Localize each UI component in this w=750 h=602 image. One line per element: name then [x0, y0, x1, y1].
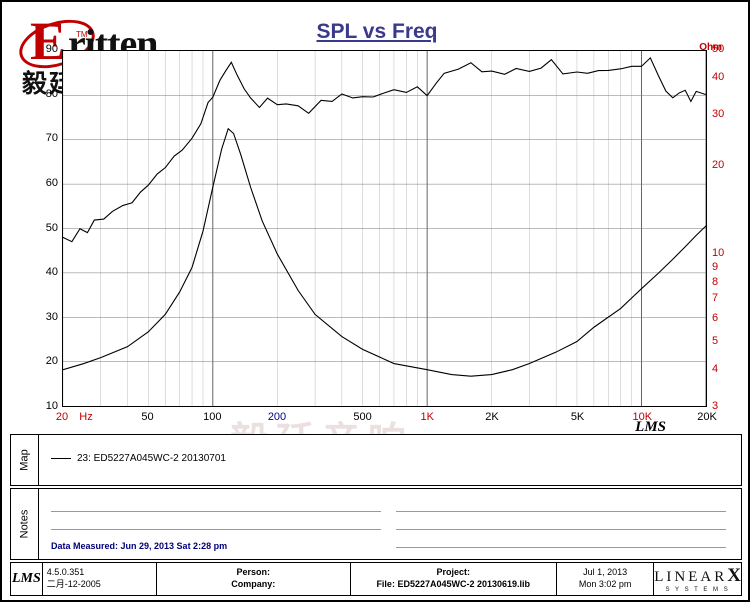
footer-person-label: Person: — [236, 567, 270, 577]
data-measured-text: Data Measured: Jun 29, 2013 Sat 2:28 pm — [51, 541, 228, 551]
page-title: SPL vs Freq — [316, 20, 438, 43]
y-axis-tick: 20 — [45, 355, 58, 368]
notes-rule-1 — [51, 511, 381, 512]
map-panel: Map 23: ED5227A045WC-2 20130701 — [10, 434, 742, 486]
footer-project-file: File: ED5227A045WC-2 20130619.lib — [376, 579, 531, 589]
chart-svg — [63, 51, 706, 406]
notes-rule-4 — [396, 529, 726, 530]
footer-person-block: Person: Company: — [157, 563, 351, 595]
x-axis-tick: 200 — [267, 411, 287, 423]
logo-trademark: TM — [76, 30, 88, 39]
footer-version: 4.5.0.351 二月-12-2005 — [43, 563, 157, 595]
y2-axis-tick: 8 — [712, 275, 719, 288]
y-axis-tick: 40 — [45, 266, 58, 279]
x-axis-tick: 5K — [570, 411, 585, 423]
footer-version-date: 二月-12-2005 — [46, 579, 101, 589]
y2-axis-tick: 20 — [712, 159, 725, 172]
notes-rule-3 — [51, 529, 381, 530]
notes-tab[interactable]: Notes — [11, 489, 39, 559]
footer-bar: LMS 4.5.0.351 二月-12-2005 Person: Company… — [10, 562, 742, 596]
x-axis-tick: 10K — [632, 411, 653, 423]
x-axis-unit-label: Hz — [79, 411, 93, 423]
y-axis-tick: 60 — [45, 176, 58, 189]
chart-legend: 23: ED5227A045WC-2 20130701 — [51, 453, 226, 464]
y-axis-tick: 10 — [45, 400, 58, 412]
map-tab[interactable]: Map — [11, 435, 39, 485]
x-axis-tick: 50 — [141, 411, 154, 423]
y2-axis-tick: 3 — [712, 400, 719, 412]
footer-version-number: 4.5.0.351 — [46, 567, 85, 577]
notes-rule-2 — [396, 511, 726, 512]
chart-plot-area: LMS — [62, 50, 707, 435]
y2-axis-tick: 5 — [712, 335, 719, 348]
y2-axis-tick: 4 — [712, 363, 719, 376]
y-axis-tick: 50 — [45, 221, 58, 234]
x-axis-tick: 20 — [55, 411, 69, 423]
linear-word: LINEAR — [654, 568, 728, 585]
x-axis-tick: 100 — [203, 411, 222, 423]
x-axis-tick: 2K — [485, 411, 499, 423]
footer-company-label: Company: — [231, 579, 276, 589]
linear-x: X — [727, 564, 741, 586]
y-axis-tick: 80 — [45, 87, 58, 100]
y2-axis-tick: 7 — [712, 292, 719, 305]
right-axis-title: Ohm — [699, 42, 722, 53]
y2-axis-tick: 10 — [712, 247, 725, 260]
logo-letter-e: E — [30, 11, 67, 71]
y-axis-tick: 90 — [45, 43, 58, 55]
footer-project-label: Project: — [436, 567, 470, 577]
x-axis-tick: 20K — [697, 411, 717, 423]
notes-rule-5 — [396, 547, 726, 548]
notes-tab-label: Notes — [18, 509, 31, 539]
footer-date-line2: Mon 3:02 pm — [578, 579, 632, 589]
footer-linear-systems-logo: LINEARX S Y S T E M S — [654, 563, 741, 595]
notes-panel: Notes Data Measured: Jun 29, 2013 Sat 2:… — [10, 488, 742, 560]
legend-label: 23: ED5227A045WC-2 20130701 — [77, 453, 226, 464]
footer-date-block: Jul 1, 2013 Mon 3:02 pm — [557, 563, 655, 595]
footer-date-line1: Jul 1, 2013 — [583, 567, 628, 577]
y2-axis-tick: 40 — [712, 71, 725, 84]
y2-axis-tick: 6 — [712, 312, 719, 325]
x-axis-tick: 1K — [420, 411, 434, 423]
y2-axis-tick: 50 — [712, 43, 725, 55]
y2-axis-tick: 9 — [712, 260, 719, 273]
legend-swatch-icon — [51, 458, 71, 459]
x-axis-tick: 500 — [353, 411, 372, 423]
map-tab-label: Map — [18, 449, 31, 471]
y2-axis-tick: 30 — [712, 107, 725, 120]
y-axis-tick: 30 — [45, 310, 58, 323]
footer-project-block: Project: File: ED5227A045WC-2 20130619.l… — [351, 563, 557, 595]
footer-lms-logo: LMS — [11, 563, 43, 595]
plot-lms-mark: LMS — [635, 419, 666, 435]
y-axis-tick: 70 — [45, 132, 58, 145]
linear-subtitle: S Y S T E M S — [665, 586, 730, 593]
